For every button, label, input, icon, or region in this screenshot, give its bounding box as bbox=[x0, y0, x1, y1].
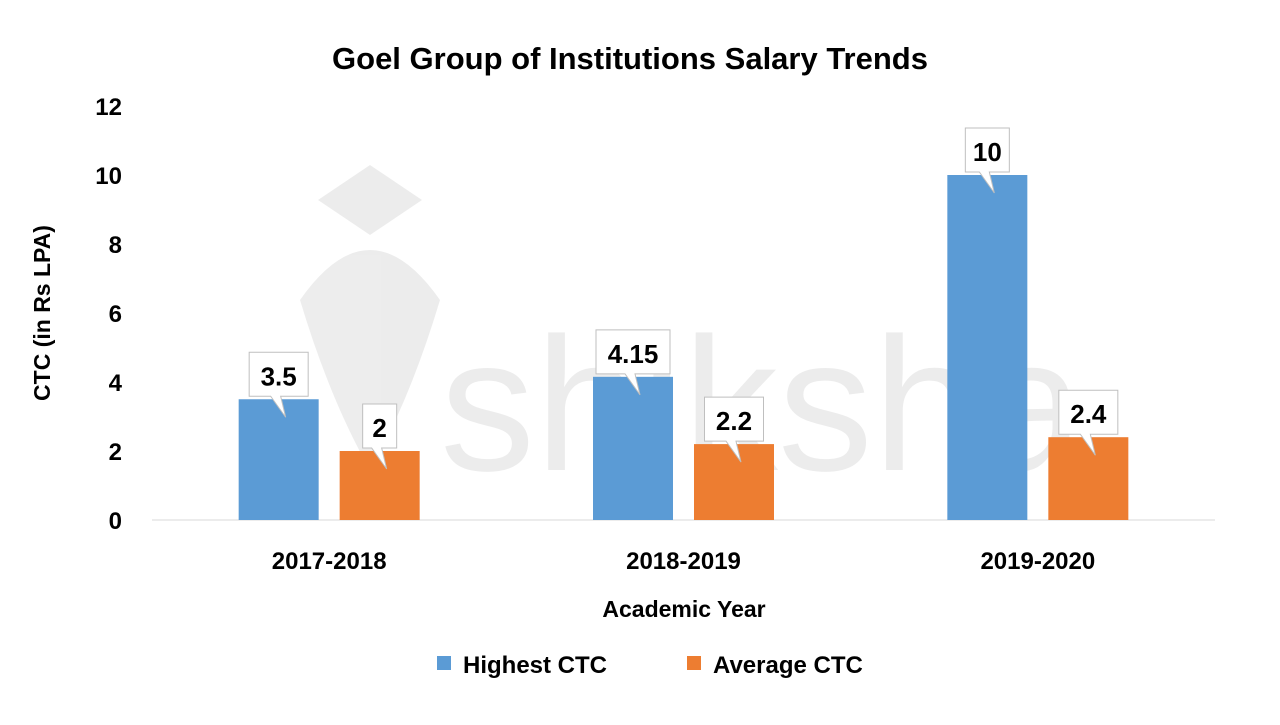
y-axis-ticks: 0 2 4 6 8 10 12 bbox=[95, 94, 122, 535]
data-label-callout bbox=[595, 329, 671, 396]
legend: Highest CTC Average CTC bbox=[437, 652, 863, 679]
data-label: 2.2 bbox=[716, 406, 752, 436]
x-tick-label: 2018-2019 bbox=[626, 548, 741, 575]
chart-title: Goel Group of Institutions Salary Trends bbox=[332, 41, 928, 76]
data-label: 2 bbox=[372, 413, 386, 443]
x-tick-label: 2019-2020 bbox=[980, 548, 1095, 575]
bar-average-ctc bbox=[1048, 437, 1129, 520]
y-tick-label: 6 bbox=[109, 301, 122, 328]
legend-label: Highest CTC bbox=[463, 652, 607, 679]
y-tick-label: 0 bbox=[109, 508, 122, 535]
data-label-callout bbox=[1058, 389, 1119, 456]
data-label-callout bbox=[362, 403, 398, 470]
y-axis-label: CTC (in Rs LPA) bbox=[29, 225, 55, 401]
bar-highest-ctc bbox=[238, 399, 319, 520]
data-label: 10 bbox=[973, 137, 1002, 167]
data-label: 4.15 bbox=[608, 339, 659, 369]
data-label-callout bbox=[704, 396, 764, 463]
x-axis-ticks: 2017-2018 2018-2019 2019-2020 bbox=[272, 548, 1095, 575]
bar-average-ctc bbox=[694, 444, 774, 520]
y-tick-label: 12 bbox=[95, 94, 122, 121]
y-tick-label: 8 bbox=[109, 232, 122, 259]
bar-average-ctc bbox=[339, 451, 420, 520]
data-label: 3.5 bbox=[261, 361, 297, 391]
x-tick-label: 2017-2018 bbox=[272, 548, 387, 575]
legend-swatch bbox=[687, 656, 701, 670]
data-label-callout bbox=[964, 127, 1010, 194]
bar-highest-ctc bbox=[593, 376, 673, 520]
data-label-callout bbox=[248, 351, 309, 418]
x-axis-label: Academic Year bbox=[602, 596, 765, 622]
legend-label: Average CTC bbox=[713, 652, 863, 679]
data-label: 2.4 bbox=[1070, 399, 1107, 429]
bars: 3.5 2 4.15 2.2 10 2.4 bbox=[238, 127, 1129, 520]
legend-swatch bbox=[437, 656, 451, 670]
y-tick-label: 10 bbox=[95, 163, 122, 190]
y-tick-label: 4 bbox=[109, 370, 123, 397]
y-tick-label: 2 bbox=[109, 439, 122, 466]
bar-highest-ctc bbox=[947, 175, 1028, 520]
